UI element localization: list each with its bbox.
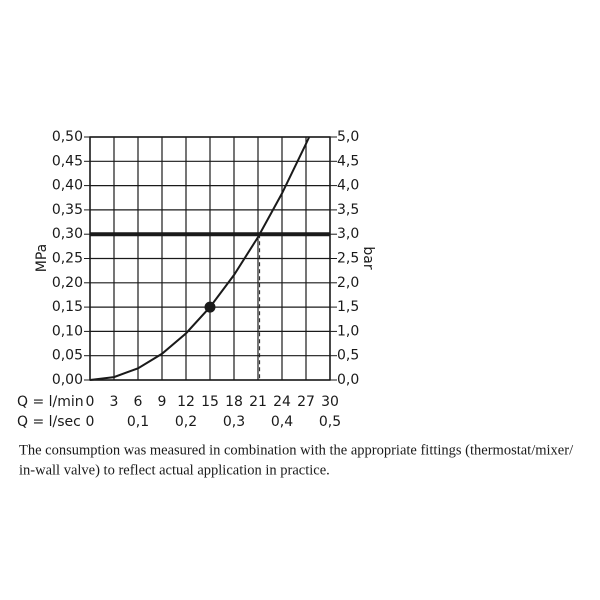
y-tick-label: 0,20 (52, 275, 83, 291)
y2-tick-label: 4,5 (337, 153, 359, 169)
x-tick-label: 6 (134, 394, 143, 410)
x-tick-label: 30 (321, 394, 339, 410)
caption-line: in-wall valve) to reflect actual applica… (19, 462, 330, 478)
x2-tick-label: 0 (86, 414, 95, 430)
y2-tick-label: 2,5 (337, 251, 359, 267)
x-axis-label: Q = l/min (17, 394, 84, 410)
y-tick-label: 0,30 (52, 226, 83, 242)
y-tick-label: 0,05 (52, 348, 83, 364)
y2-tick-label: 4,0 (337, 178, 359, 194)
operating-point (204, 301, 216, 313)
x-tick-label: 12 (177, 394, 195, 410)
y2-tick-label: 1,0 (337, 323, 359, 339)
x-tick-label: 9 (158, 394, 167, 410)
y2-axis-label: bar (360, 246, 376, 269)
y-tick-label: 0,45 (52, 153, 83, 169)
x-tick-label: 3 (110, 394, 119, 410)
y-tick-label: 0,15 (52, 299, 83, 315)
x2-tick-label: 0,1 (127, 414, 149, 430)
y2-tick-label: 0,5 (337, 348, 359, 364)
y2-tick-label: 0,0 (337, 372, 359, 388)
x2-tick-label: 0,2 (175, 414, 197, 430)
y-tick-label: 0,50 (52, 129, 83, 145)
plot-frame (89, 136, 331, 381)
y-tick-label: 0,40 (52, 178, 83, 194)
x-tick-label: 24 (273, 394, 291, 410)
x-tick-label: 27 (297, 394, 315, 410)
caption-line: The consumption was measured in combinat… (19, 442, 574, 458)
x-tick-label: 0 (86, 394, 95, 410)
x2-tick-label: 0,4 (271, 414, 293, 430)
y-tick-label: 0,25 (52, 251, 83, 267)
x2-tick-label: 0,5 (319, 414, 341, 430)
x2-axis-label: Q = l/sec (17, 414, 81, 430)
y-axis-label: MPa (34, 244, 50, 272)
x2-tick-label: 0,3 (223, 414, 245, 430)
y2-tick-label: 5,0 (337, 129, 359, 145)
x-tick-label: 18 (225, 394, 243, 410)
y-tick-label: 0,00 (52, 372, 83, 388)
x-tick-label: 21 (249, 394, 267, 410)
y-tick-label: 0,10 (52, 323, 83, 339)
y2-tick-label: 2,0 (337, 275, 359, 291)
y2-tick-label: 3,0 (337, 226, 359, 242)
y-tick-label: 0,35 (52, 202, 83, 218)
x-tick-label: 15 (201, 394, 219, 410)
y2-tick-label: 3,5 (337, 202, 359, 218)
y2-tick-label: 1,5 (337, 299, 359, 315)
